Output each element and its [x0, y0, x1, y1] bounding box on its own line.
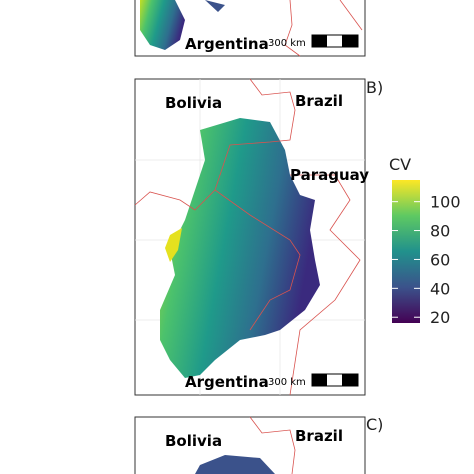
- panel-letter: B): [366, 78, 383, 97]
- scale-bar-seg: [342, 374, 358, 386]
- colorbar-tick-label: 60: [430, 250, 450, 269]
- colorbar-title: CV: [389, 155, 411, 174]
- scale-bar-seg: [312, 35, 327, 47]
- country-label: Bolivia: [165, 432, 222, 450]
- colorbar-tick-label: 100: [430, 193, 461, 212]
- scale-label: 300 km: [268, 38, 306, 49]
- cv-surface: [160, 118, 320, 378]
- country-label: Argentina: [185, 35, 269, 53]
- panel-b: [134, 78, 366, 396]
- colorbar-tick-label: 20: [430, 308, 450, 327]
- scale-bar-seg: [312, 374, 327, 386]
- country-label: Paraguay: [290, 166, 369, 184]
- country-label: Argentina: [185, 373, 269, 391]
- country-label: Brazil: [295, 92, 343, 110]
- panel-c: [134, 416, 366, 474]
- scale-label: 300 km: [268, 377, 306, 388]
- colorbar-tick-label: 40: [430, 279, 450, 298]
- country-label: Brazil: [295, 427, 343, 445]
- country-label: Bolivia: [165, 94, 222, 112]
- scale-bar-seg: [342, 35, 358, 47]
- panel-letter: C): [366, 415, 383, 434]
- colorbar-tick-label: 80: [430, 222, 450, 241]
- colorbar: CV: [389, 155, 420, 323]
- panel-a: [134, 0, 366, 57]
